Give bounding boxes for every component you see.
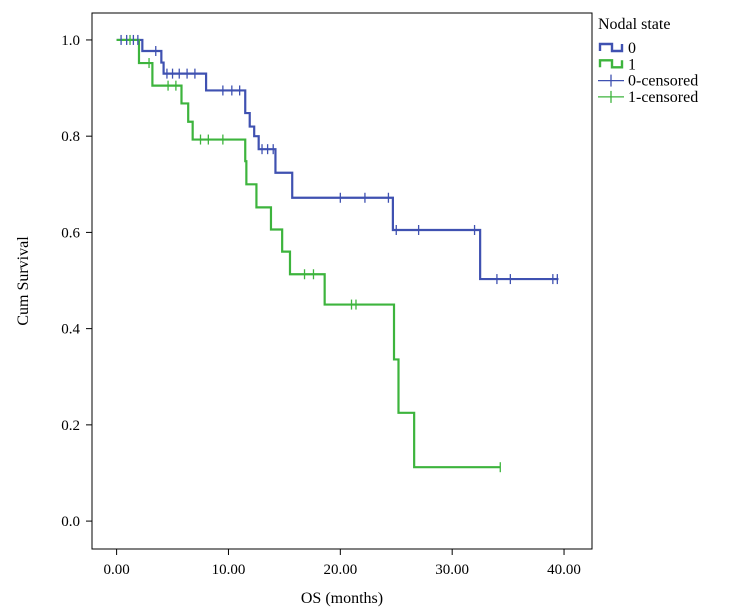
series-layer: [116, 38, 559, 469]
x-tick-label: 10.00: [212, 562, 246, 578]
legend-label: 1: [628, 56, 636, 73]
legend-label: 1-censored: [628, 89, 698, 106]
x-tick-label: 40.00: [547, 562, 581, 578]
legend-label: 0: [628, 40, 636, 57]
legend-entry: 1-censored: [598, 89, 698, 106]
y-axis-title: Cum Survival: [15, 236, 32, 326]
legend-swatch-0: [598, 42, 624, 53]
y-tick-label: 0.6: [61, 225, 80, 241]
legend-entry: 0: [598, 40, 636, 57]
x-tick-label: 20.00: [323, 562, 357, 578]
legend-swatch-1: [598, 59, 624, 69]
plot-frame: [91, 12, 593, 550]
legend-title: Nodal state: [598, 16, 670, 33]
y-tick-label: 0.2: [61, 418, 80, 434]
legend-label: 0-censored: [628, 73, 698, 90]
y-tick-label: 1.0: [61, 33, 80, 49]
y-tick-label: 0.8: [61, 129, 80, 145]
axis-ticks: 0.00 10.00 20.00 30.00 40.00 0.0 0.2 0.4 0.6 0.8 1…: [61, 33, 581, 578]
censor-marks: [120, 34, 558, 473]
x-tick-label: 0.00: [103, 562, 129, 578]
y-tick-label: 0.0: [61, 514, 80, 530]
legend-entry: 0-censored: [598, 73, 698, 90]
series-1-curve: [116, 38, 501, 469]
x-tick-label: 30.00: [435, 562, 469, 578]
series-0-curve: [116, 38, 559, 281]
legend-entry: 1: [598, 56, 636, 73]
y-tick-label: 0.4: [61, 322, 80, 338]
x-axis-title: OS (months): [301, 590, 383, 607]
